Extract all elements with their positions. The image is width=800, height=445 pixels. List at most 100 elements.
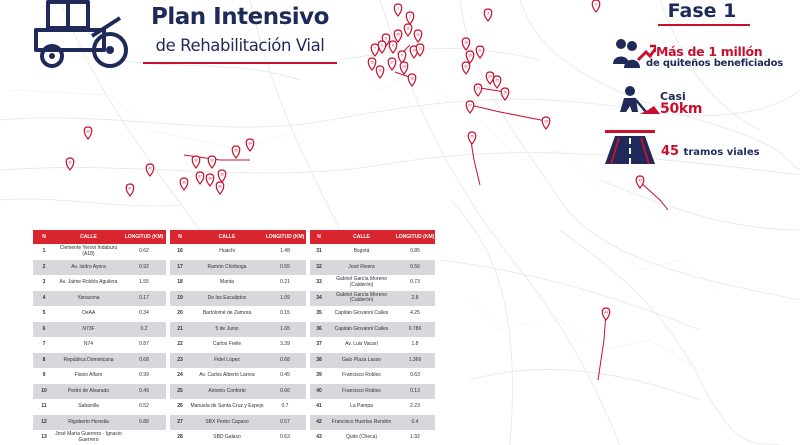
map-pin-icon[interactable]: 4: [591, 0, 601, 13]
row-number: 13: [33, 430, 55, 445]
row-number: 26: [170, 399, 190, 415]
row-number: 42: [310, 414, 328, 430]
streets-table-2: N CALLE LONGITUD (KM) 16 Huachi 1.48 17 Ramó…: [170, 230, 306, 445]
row-number: 20: [170, 306, 190, 322]
row-number: 3: [33, 275, 55, 291]
map-pin-icon[interactable]: 31: [65, 157, 75, 171]
map-pin-icon[interactable]: 34: [245, 138, 255, 152]
map-pin-icon[interactable]: 38: [205, 173, 215, 187]
pin-label: 39: [220, 173, 224, 177]
pin-label: 2: [409, 15, 411, 19]
map-pin-icon[interactable]: 7: [370, 43, 380, 57]
map-pin-icon[interactable]: 41: [125, 183, 135, 197]
street-name: República Dominicana: [55, 352, 122, 368]
pin-label: 14: [402, 65, 406, 69]
table-row: 12 Rigoberto Heredia 0.88: [33, 414, 166, 430]
map-pin-icon[interactable]: 2: [405, 11, 415, 25]
map-pin-icon[interactable]: 23: [473, 83, 483, 97]
street-name: Huachi: [190, 244, 264, 260]
map-pin-icon[interactable]: 9: [397, 50, 407, 64]
col-header-street: CALLE: [190, 230, 264, 244]
pin-label: 27: [468, 104, 472, 108]
pin-label: 19: [464, 41, 468, 45]
map-pin-icon[interactable]: 8: [388, 40, 398, 54]
row-number: 27: [170, 414, 190, 430]
pin-label: 23: [476, 87, 480, 91]
map-pin-icon[interactable]: 26: [500, 87, 510, 101]
map-pin-icon[interactable]: 21: [475, 45, 485, 59]
pin-label: 36: [182, 181, 186, 185]
table-row: 16 Huachi 1.48: [170, 244, 306, 260]
map-pin-icon[interactable]: 17: [387, 57, 397, 71]
map-pin-icon[interactable]: 19: [461, 37, 471, 51]
pin-label: 35: [234, 149, 238, 153]
map-pin-icon[interactable]: 13: [415, 43, 425, 57]
map-pin-icon[interactable]: 37: [195, 171, 205, 185]
street-name: N73F: [55, 321, 122, 337]
map-pin-icon[interactable]: 18: [407, 73, 417, 87]
map-pin-icon[interactable]: 36: [179, 177, 189, 191]
pin-label: 25: [495, 79, 499, 83]
street-length: 0.21: [264, 275, 306, 291]
map-pin-icon[interactable]: 16: [375, 65, 385, 79]
row-number: 34: [310, 290, 328, 306]
map-pin-icon[interactable]: 25: [492, 75, 502, 89]
pin-label: 29: [470, 135, 474, 139]
road-worker-icon: [620, 86, 660, 114]
map-pin-icon[interactable]: 24: [485, 71, 495, 85]
col-header-n: N: [310, 230, 328, 244]
street-length: 0.13: [395, 383, 435, 399]
street-name: Francisco Robles: [328, 383, 395, 399]
street-name: Capitán Giovanni Calles: [328, 321, 395, 337]
col-header-length: LONGITUD (KM): [395, 230, 435, 244]
street-length: 0.63: [395, 368, 435, 384]
table-row: 17 Ramón Chiriboga 0.55: [170, 259, 306, 275]
map-pin-icon[interactable]: 44: [601, 307, 611, 321]
map-pin-icon[interactable]: 12: [413, 29, 423, 43]
row-number: 6: [33, 321, 55, 337]
map-pin-icon[interactable]: 22: [461, 61, 471, 75]
map-pin-icon[interactable]: 30: [83, 126, 93, 140]
pin-label: 5: [385, 37, 387, 41]
map-pin-icon[interactable]: 45: [393, 29, 403, 43]
map-pin-icon[interactable]: 27: [465, 100, 475, 114]
map-pin-icon[interactable]: 14: [399, 61, 409, 75]
street-length: 0.66: [264, 383, 306, 399]
map-pin-icon[interactable]: 3: [483, 8, 493, 22]
map-pin-icon[interactable]: 11: [403, 23, 413, 37]
map-pin-icon[interactable]: 33: [207, 155, 217, 169]
map-pin-icon[interactable]: 39: [217, 169, 227, 183]
map-pin-icon[interactable]: 28: [541, 116, 551, 130]
row-number: 32: [310, 259, 328, 275]
row-number: 9: [33, 368, 55, 384]
row-number: 41: [310, 399, 328, 415]
map-pin-icon[interactable]: 42: [145, 163, 155, 177]
street-name: OeAA: [55, 306, 122, 322]
map-pin-icon[interactable]: 35: [231, 145, 241, 159]
table-row: 13 José María Guerrero - Ignacio Guerrero: [33, 430, 166, 445]
map-pin-icon[interactable]: 1: [393, 3, 403, 17]
map-pin-icon[interactable]: 43: [635, 175, 645, 189]
table-row: 28 SBD Galaxo 0.63: [170, 430, 306, 445]
street-length: 2.8: [395, 290, 435, 306]
street-length: [122, 430, 166, 445]
map-pin-icon[interactable]: 15: [367, 57, 377, 71]
street-name: Gabriel García Moreno (Calderón): [328, 290, 395, 306]
pin-label: 45: [396, 33, 400, 37]
row-number: 12: [33, 414, 55, 430]
street-length: 2.23: [395, 399, 435, 415]
street-length: 0.2: [122, 321, 166, 337]
pin-label: 3: [487, 12, 489, 16]
row-number: 31: [310, 244, 328, 260]
map-pin-icon[interactable]: 32: [191, 155, 201, 169]
pin-label: 26: [503, 91, 507, 95]
map-pin-icon[interactable]: 29: [467, 131, 477, 145]
map-pin-icon[interactable]: 20: [465, 50, 475, 64]
pin-label: 28: [544, 120, 548, 124]
street-name: SBD Galaxo: [190, 430, 264, 445]
map-pin-icon[interactable]: 6: [377, 40, 387, 54]
street-length: 0.45: [264, 368, 306, 384]
map-pin-icon[interactable]: 40: [215, 181, 225, 195]
col-header-length: LONGITUD (KM): [264, 230, 306, 244]
